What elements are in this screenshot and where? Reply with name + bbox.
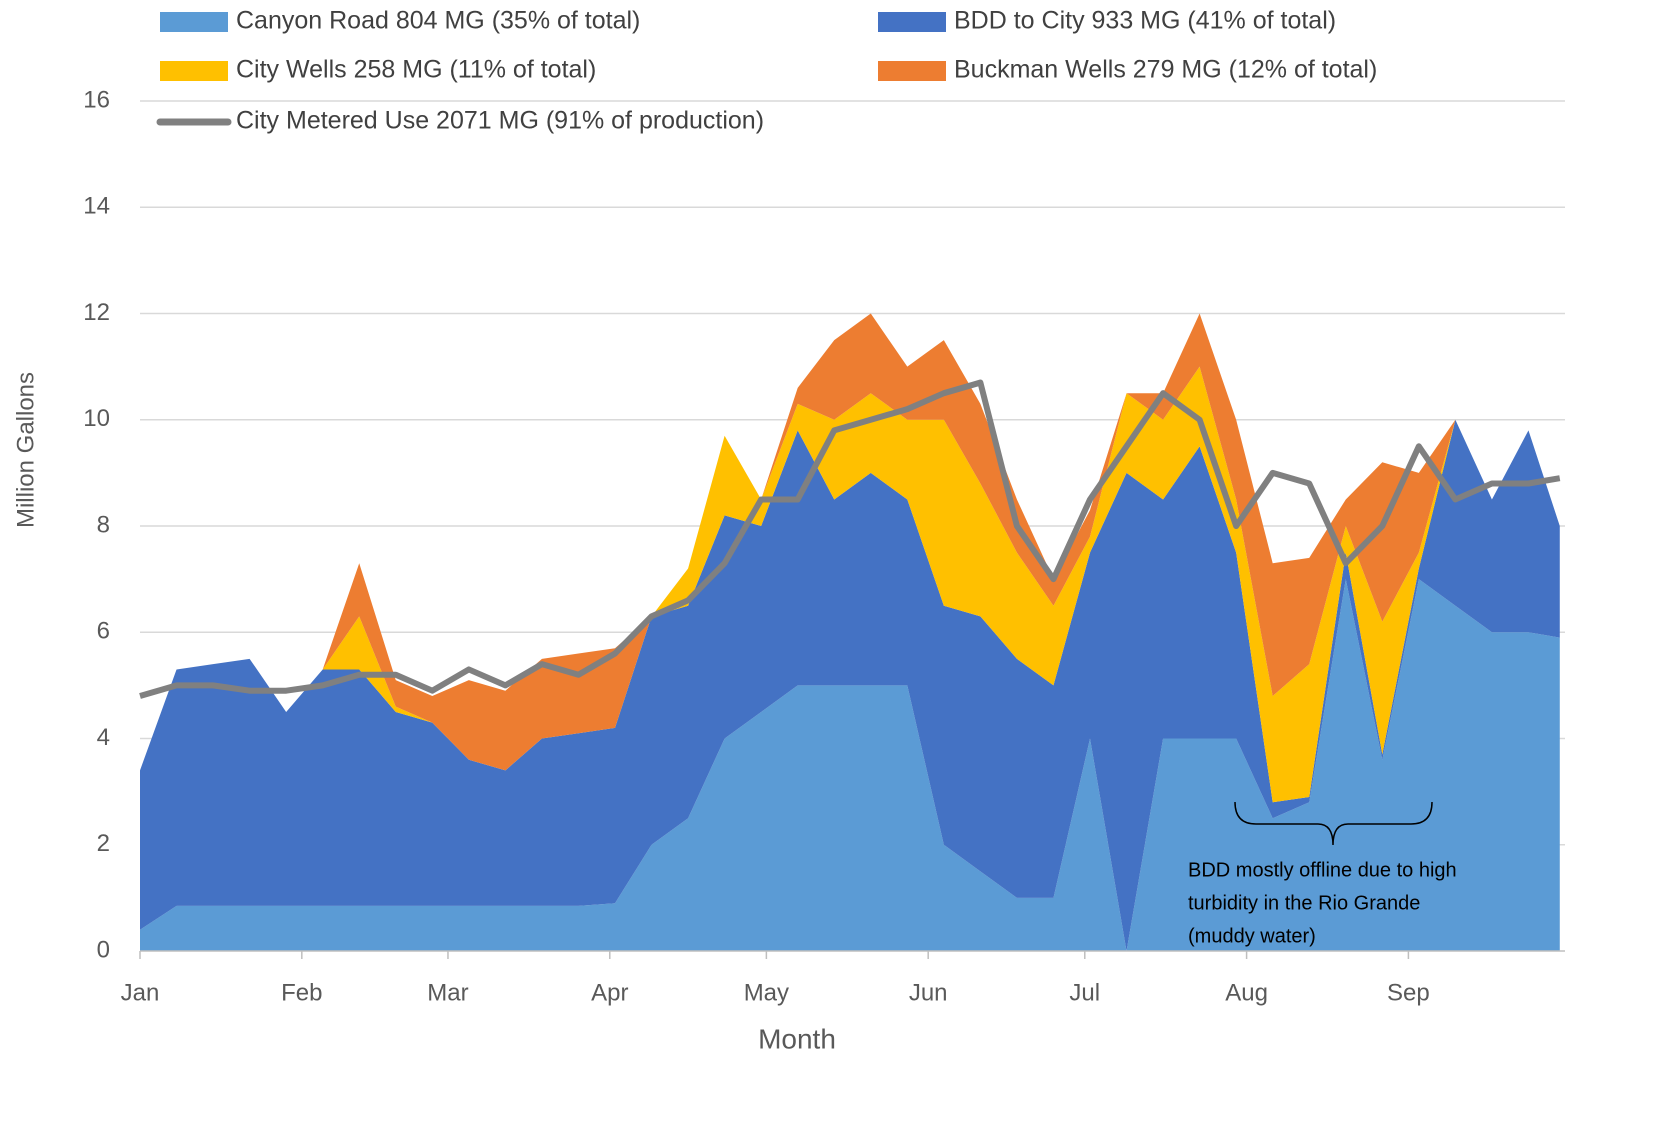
x-tick-label: Jun: [909, 979, 948, 1006]
y-tick-label: 6: [97, 618, 110, 645]
annotation-text: BDD mostly offline due to high: [1188, 859, 1457, 881]
y-tick-label: 2: [97, 830, 110, 857]
area: [140, 313, 1560, 771]
legend-label: Buckman Wells 279 MG (12% of total): [954, 56, 1377, 84]
grid: 0 2 4 6 8 10 12 14 16 Jan Feb Mar Apr May Jun Jul Aug Sep: [83, 86, 1565, 1006]
legend-label: City Wells 258 MG (11% of total): [236, 56, 596, 84]
y-tick-label: 8: [97, 511, 110, 538]
y-axis-label: Million Gallons: [12, 372, 39, 528]
legend-swatch: [878, 61, 946, 81]
x-tick-label: Feb: [281, 979, 322, 1006]
x-tick-label: Jul: [1069, 979, 1100, 1006]
annotation-bracket: [1234, 801, 1433, 846]
x-tick-label: Mar: [427, 979, 468, 1006]
legend-swatch: [878, 12, 946, 32]
area: [140, 579, 1560, 951]
x-tick-label: May: [744, 979, 789, 1006]
y-tick-label: 12: [83, 299, 110, 326]
y-tick-label: 0: [97, 936, 110, 963]
y-tick-label: 14: [83, 193, 110, 220]
annotation-text: turbidity in the Rio Grande: [1188, 892, 1420, 914]
x-tick-label: Apr: [591, 979, 628, 1006]
legend-swatch: [160, 61, 228, 81]
plot-area: [139, 313, 1561, 951]
area: [140, 366, 1560, 803]
legend-label: Canyon Road 804 MG (35% of total): [236, 7, 640, 35]
metered-use-line: [139, 379, 1561, 699]
y-tick-label: 4: [97, 724, 110, 751]
x-tick-label: Sep: [1387, 979, 1430, 1006]
legend: Canyon Road 804 MG (35% of total) BDD to …: [156, 7, 1377, 135]
area: [140, 419, 1560, 951]
annotation-text: (muddy water): [1188, 925, 1316, 947]
y-tick-label: 16: [83, 86, 110, 113]
legend-swatch: [160, 12, 228, 32]
x-axis-label: Month: [758, 1023, 836, 1054]
x-tick-label: Aug: [1225, 979, 1268, 1006]
y-tick-label: 10: [83, 405, 110, 432]
legend-label: City Metered Use 2071 MG (91% of product…: [236, 107, 764, 135]
x-tick-label: Jan: [121, 979, 160, 1006]
legend-label: BDD to City 933 MG (41% of total): [954, 7, 1336, 35]
